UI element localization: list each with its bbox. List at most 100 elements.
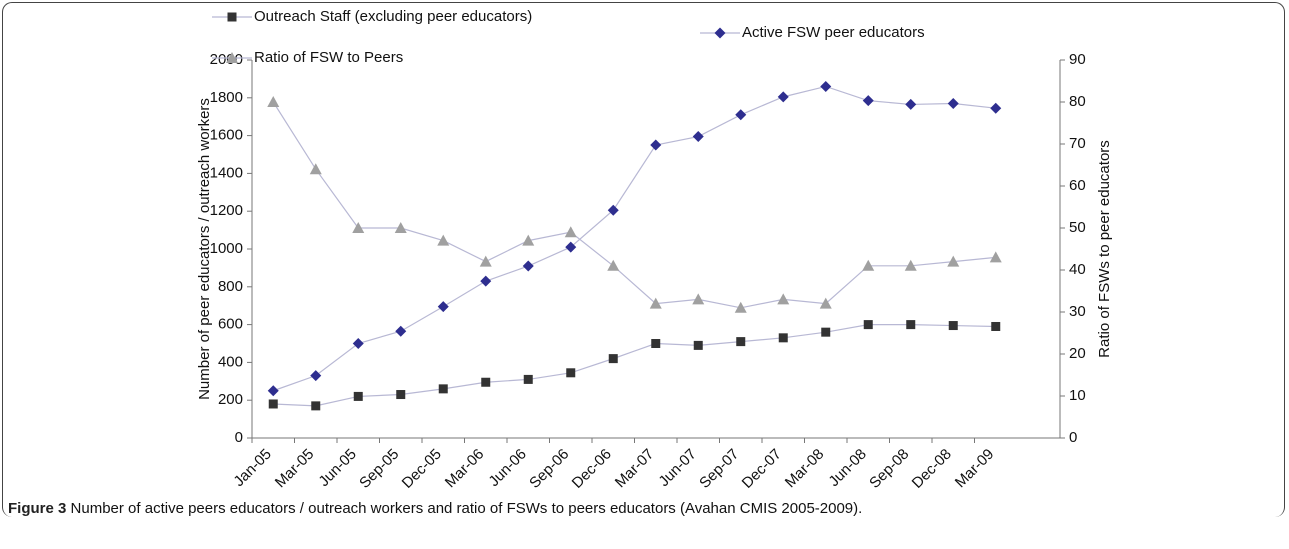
marker-triangle <box>904 259 917 271</box>
marker-diamond <box>777 91 789 103</box>
marker-square <box>566 368 576 378</box>
marker-triangle <box>267 96 280 107</box>
marker-square <box>906 320 916 330</box>
series-line <box>273 324 996 407</box>
y-tick-label: 400 <box>218 353 243 370</box>
y2-tick-label: 20 <box>1069 345 1086 362</box>
x-tick-label: Mar-08 <box>782 446 828 492</box>
caption-text: Number of active peers educators / outre… <box>70 500 863 517</box>
marker-diamond <box>607 204 619 216</box>
marker-diamond <box>650 139 662 151</box>
marker-diamond <box>352 338 364 349</box>
x-tick-label: Dec-07 <box>739 446 785 492</box>
marker-diamond <box>905 98 917 110</box>
marker-square <box>311 401 321 411</box>
marker-square <box>948 321 958 331</box>
y-tick-label: 800 <box>218 278 243 295</box>
x-tick-label: Dec-05 <box>399 446 445 492</box>
marker-triangle <box>394 222 407 233</box>
y-tick-label: 200 <box>218 391 243 408</box>
marker-square <box>608 354 618 364</box>
marker-triangle <box>522 234 535 246</box>
marker-triangle <box>226 52 238 63</box>
y-axis-label: Number of peer educators / outreach work… <box>196 98 213 400</box>
chart: Number of peer educators / outreach work… <box>196 8 1113 492</box>
marker-triangle <box>862 259 875 271</box>
x-tick-label: Mar-06 <box>442 446 488 492</box>
x-tick-label: Dec-06 <box>569 446 615 492</box>
marker-diamond <box>947 97 959 109</box>
legend-label: Outreach Staff (excluding peer educators… <box>254 8 532 25</box>
marker-diamond <box>862 95 874 107</box>
marker-square <box>438 384 448 394</box>
y-tick-label: 1200 <box>210 202 243 219</box>
marker-triangle <box>479 255 492 267</box>
y-tick-label: 1600 <box>210 127 243 144</box>
marker-triangle <box>437 234 450 246</box>
marker-diamond <box>820 80 832 92</box>
marker-square <box>821 327 831 337</box>
marker-square <box>268 399 278 409</box>
marker-diamond <box>267 385 279 397</box>
figure-frame <box>2 2 1285 517</box>
marker-diamond <box>735 109 747 121</box>
marker-square <box>778 333 788 343</box>
marker-triangle <box>989 251 1002 263</box>
x-tick-label: Dec-08 <box>909 446 955 492</box>
x-tick-label: Jun-08 <box>825 446 869 490</box>
x-tick-label: Sep-08 <box>866 446 912 492</box>
marker-square <box>523 374 533 384</box>
series-line <box>273 85 996 392</box>
marker-triangle <box>692 293 705 305</box>
y-tick-label: 1000 <box>210 240 243 257</box>
y2-tick-label: 0 <box>1069 429 1077 446</box>
y2-tick-label: 50 <box>1069 219 1086 236</box>
y2-tick-label: 40 <box>1069 261 1086 278</box>
marker-triangle <box>819 297 832 309</box>
marker-square <box>693 340 703 350</box>
x-tick-label: Mar-09 <box>952 446 998 492</box>
series-line <box>272 101 996 309</box>
y2-tick-label: 10 <box>1069 387 1086 404</box>
x-tick-label: Jun-05 <box>315 446 359 490</box>
marker-triangle <box>947 255 960 267</box>
marker-square <box>991 321 1001 331</box>
marker-triangle <box>352 222 365 233</box>
x-tick-label: Mar-07 <box>612 446 658 492</box>
marker-square <box>736 337 746 347</box>
y2-tick-label: 60 <box>1069 177 1086 194</box>
marker-square <box>353 391 363 401</box>
marker-diamond <box>310 370 322 382</box>
marker-diamond <box>714 27 726 39</box>
marker-diamond <box>437 301 449 313</box>
marker-diamond <box>395 325 407 337</box>
marker-square <box>227 12 237 22</box>
marker-triangle <box>777 293 790 305</box>
y-tick-label: 1400 <box>210 164 243 181</box>
marker-square <box>651 339 661 348</box>
y-tick-label: 600 <box>218 316 243 333</box>
marker-diamond <box>565 241 577 253</box>
x-tick-label: Sep-06 <box>526 446 572 492</box>
caption: Figure 3 Number of active peers educator… <box>8 500 862 517</box>
marker-diamond <box>522 260 534 272</box>
marker-diamond <box>480 275 492 287</box>
legend-label: Ratio of FSW to Peers <box>254 49 403 66</box>
x-tick-label: Sep-07 <box>696 446 742 492</box>
marker-diamond <box>990 102 1002 114</box>
marker-triangle <box>649 297 662 309</box>
x-tick-label: Jun-06 <box>485 446 529 490</box>
marker-square <box>396 390 406 400</box>
y-tick-label: 2000 <box>210 51 243 68</box>
x-tick-label: Jan-05 <box>230 446 274 490</box>
y-tick-label: 0 <box>235 429 243 446</box>
y2-axis-label: Ratio of FSWs to peer educators <box>1096 140 1113 358</box>
marker-triangle <box>607 259 620 271</box>
marker-diamond <box>692 131 704 143</box>
y-tick-label: 1800 <box>210 89 243 106</box>
marker-square <box>863 320 873 330</box>
x-tick-label: Mar-05 <box>272 446 318 492</box>
y2-tick-label: 30 <box>1069 303 1086 320</box>
marker-triangle <box>564 226 577 238</box>
